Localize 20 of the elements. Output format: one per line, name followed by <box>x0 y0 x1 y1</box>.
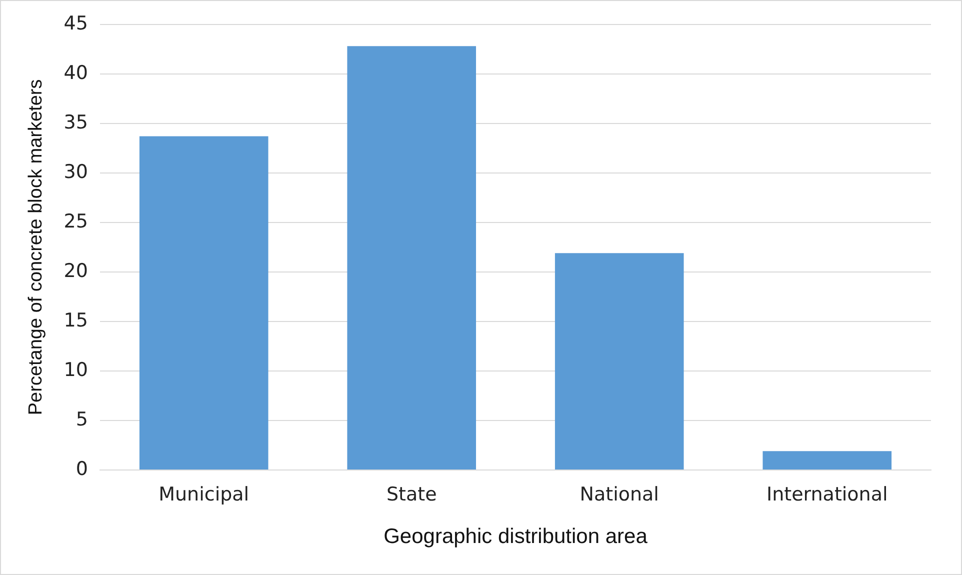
y-tick-label: 30 <box>64 160 88 183</box>
y-tick-label: 15 <box>64 309 88 332</box>
y-tick-label: 45 <box>64 12 88 34</box>
bar <box>139 136 268 470</box>
y-tick-label: 5 <box>76 408 88 430</box>
bar <box>762 451 892 470</box>
y-tick-label: 0 <box>76 458 88 480</box>
y-tick-label: 25 <box>64 210 88 232</box>
y-tick-label: 35 <box>64 111 88 134</box>
y-axis-title: Percetange of concrete block marketers <box>26 79 47 416</box>
x-tick-label: National <box>580 483 659 506</box>
y-tick-label: 40 <box>64 62 88 84</box>
x-tick-label: International <box>766 483 888 506</box>
y-tick-label: 10 <box>64 358 88 381</box>
y-tick-label: 20 <box>64 260 88 282</box>
x-tick-label: Municipal <box>158 483 250 506</box>
bar <box>347 46 476 470</box>
x-axis-title: Geographic distribution area <box>384 525 648 548</box>
x-tick-label: State <box>386 483 437 506</box>
bar <box>554 253 684 470</box>
